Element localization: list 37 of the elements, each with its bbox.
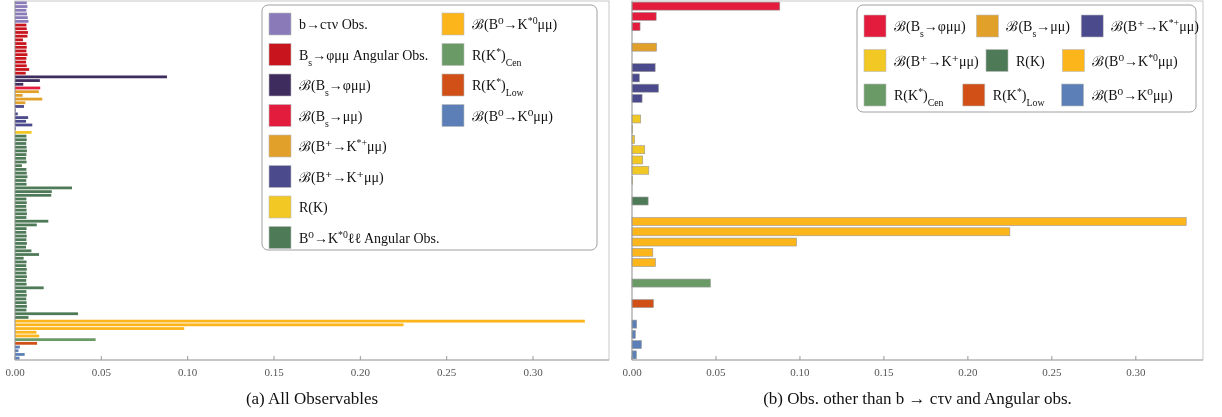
legend-label: ℬ(B⁰→K$^{*0}$μμ) (1092, 51, 1178, 70)
legend-label: B⁰→K$^{*0}$ℓℓ Angular Obs. (299, 228, 440, 246)
x-tick-label: 0.25 (437, 366, 457, 378)
legend-label: ℬ(B⁰→K⁰μμ) (472, 108, 554, 125)
x-tick-label: 0.15 (264, 366, 285, 378)
legend-label: b→cτν Obs. (299, 17, 368, 32)
x-tick-label: 0.05 (91, 366, 112, 378)
legend-label: ℬ(B$_{s}$→μμ) (299, 108, 363, 128)
legend-label: ℬ(B$_{s}$→μμ) (1006, 19, 1071, 39)
x-tick-label: 0.00 (622, 366, 643, 378)
x-tick-label: 0.15 (874, 366, 895, 378)
legend-label: R(K$^{*}$)$_{Low}$ (992, 85, 1046, 108)
legend-label: ℬ(B⁺→K⁺μμ) (299, 169, 384, 186)
x-tick-label: 0.10 (790, 366, 811, 378)
x-tick-label: 0.30 (523, 366, 544, 378)
legend-label: ℬ(B⁺→K⁺μμ) (894, 53, 979, 70)
legend-label: ℬ(B⁺→K$^{*+}$μμ) (1111, 16, 1200, 35)
text: (a) All Observables (245, 389, 379, 408)
x-tick-label: 0.00 (5, 366, 26, 378)
legend-label: ℬ(B$_{s}$→φμμ) (894, 19, 966, 39)
x-tick-label: 0.05 (706, 366, 727, 378)
legend-label: R(K) (299, 200, 329, 216)
x-tick-label: 0.20 (958, 366, 979, 378)
legend-label: R(K) (1016, 53, 1046, 70)
text: (b) Obs. other than b → cτν and Angular obs. (763, 389, 1072, 408)
legend-label: R(K$^{*}$)$_{Low}$ (472, 75, 525, 98)
legend-label: ℬ(B$_{s}$→φμμ) (299, 78, 371, 98)
legend-label: R(K$^{*}$)$_{Cen}$ (894, 85, 944, 108)
legend-label: ℬ(B⁰→K$^{*0}$μμ) (472, 14, 558, 33)
x-tick-label: 0.10 (178, 366, 198, 378)
legend-label: R(K$^{*}$)$_{Cen}$ (472, 45, 522, 67)
x-tick-label: 0.25 (1042, 366, 1062, 378)
legend-label: ℬ(B⁺→K$^{*+}$μμ) (299, 136, 387, 155)
legend-label: B$_{s}$→φμμ Angular Obs. (299, 47, 429, 67)
x-tick-label: 0.20 (350, 366, 371, 378)
x-tick-label: 0.30 (1126, 366, 1146, 378)
legend-label: ℬ(B⁰→K⁰μμ) (1091, 88, 1173, 104)
